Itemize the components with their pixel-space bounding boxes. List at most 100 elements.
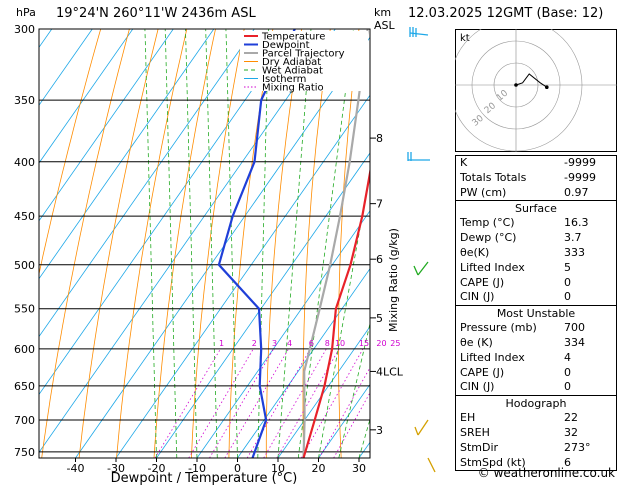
legend-entry: Parcel Trajectory	[262, 49, 345, 60]
altitude-tick-label: 7	[376, 198, 383, 211]
mixing-ratio-label: 10	[335, 339, 345, 348]
parcel-trajectory-line	[302, 29, 369, 458]
table-row-value: 0	[564, 380, 571, 394]
table-row: Lifted Index 4	[456, 351, 616, 366]
wind-barb-700-icon	[414, 419, 436, 473]
table-row-label: StmDir	[460, 440, 499, 454]
wet-adiabat-line	[277, 29, 312, 458]
pressure-tick-label: 550	[14, 303, 35, 316]
table-row-value: -9999	[564, 156, 596, 169]
pressure-tick-label: 700	[14, 414, 35, 427]
isotherm-line	[39, 29, 296, 396]
table-row-label: Pressure (mb)	[460, 321, 537, 335]
altitude-tick-label: 5	[376, 312, 383, 325]
table-row-label: θe (K)	[460, 335, 493, 349]
pressure-tick-label: 300	[14, 23, 35, 36]
dry-adiabat-line	[406, 29, 416, 458]
dry-adiabat-line	[153, 29, 216, 458]
legend-entry: Temperature	[261, 32, 325, 43]
mixing-ratio-line	[209, 348, 274, 458]
table-row: Dewp (°C) 3.7	[456, 231, 616, 246]
wind-barb-mid-icon	[407, 152, 430, 161]
table-row-label: K	[460, 156, 468, 169]
credit-footer: © weatheronline.co.uk	[477, 466, 615, 480]
mixing-ratio-label: 15	[359, 339, 369, 348]
isotherm-line	[277, 325, 370, 458]
table-row: CIN (J) 0	[456, 290, 616, 305]
table-row-label: Totals Totals	[460, 170, 527, 184]
table-row-label: CAPE (J)	[460, 275, 505, 289]
table-row-value: 6	[564, 455, 571, 469]
table-row: EH 22	[456, 411, 616, 426]
table-row-value: 273°	[564, 440, 591, 454]
table-row-label: Dewp (°C)	[460, 231, 517, 245]
legend-entry: Dry Adiabat	[262, 57, 321, 68]
mixing-ratio-line	[154, 348, 221, 458]
wind-barbs	[407, 27, 436, 473]
wet-adiabat-line	[185, 29, 198, 458]
mixing-ratio-line	[188, 348, 254, 458]
pressure-tick-label: 400	[14, 156, 35, 169]
mixing-ratio-label: 4	[287, 339, 292, 348]
plot-frame	[38, 28, 371, 459]
altitude-tick-label: 6	[376, 253, 383, 266]
wind-barb-upper-icon	[409, 27, 429, 37]
mixing-ratio-label: 3	[272, 339, 277, 348]
pressure-tick-label: 500	[14, 259, 35, 272]
altitude-tick-label: 4LCL	[376, 365, 404, 378]
table-row-label: CIN (J)	[460, 290, 495, 304]
table-row-value: 3.7	[564, 231, 582, 245]
table-row-label: Temp (°C)	[460, 216, 515, 230]
dry-adiabat-line	[439, 29, 454, 458]
table-row: Lifted Index 5	[456, 261, 616, 276]
mixing-ratio-label: 6	[309, 339, 314, 348]
location-title: 19°24'N 260°11'W 2436m ASL	[56, 6, 256, 21]
table-row-value: 700	[564, 321, 585, 335]
dry-adiabat-line	[78, 29, 159, 458]
wet-adiabat-line	[144, 29, 157, 458]
table-row: CAPE (J) 0	[456, 366, 616, 381]
mixing-ratio-line	[263, 348, 327, 458]
table-row-label: θe(K)	[460, 245, 490, 259]
hodograph-unit-label: kt	[460, 33, 470, 44]
table-row-label: CIN (J)	[460, 380, 495, 394]
table-row-label: SREH	[460, 425, 490, 439]
mixing-ratio-label: 2	[252, 339, 257, 348]
mixing-ratio-line	[246, 348, 311, 458]
mixing-ratio-label: 1	[219, 339, 224, 348]
temperature-profile-line	[302, 166, 370, 458]
dry-adiabat-line	[617, 29, 629, 458]
table-row: Pressure (mb) 700	[456, 321, 616, 336]
hodograph-point	[514, 83, 518, 87]
legend-entry: Dewpoint	[262, 40, 310, 51]
table-row: CIN (J) 0	[456, 380, 616, 395]
indices-table: K -9999 Totals Totals -9999 PW (cm) 0.97 Surf…	[455, 155, 617, 472]
wet-adiabat-line	[164, 29, 178, 458]
table-row: StmDir 273°	[456, 441, 616, 456]
table-row-value: 22	[564, 411, 578, 425]
isotherm-line	[156, 152, 370, 458]
mixing-ratio-label: 20	[376, 339, 386, 348]
table-row: K -9999	[456, 156, 616, 171]
x-tick-label: 10	[271, 462, 285, 475]
x-tick-label: 30	[352, 462, 366, 475]
table-row-value: 5	[564, 260, 571, 274]
table-row: CAPE (J) 0	[456, 276, 616, 291]
table-row: StmSpd (kt) 6	[456, 456, 616, 471]
table-row-value: 333	[564, 245, 585, 259]
dry-adiabat-line	[338, 29, 360, 458]
wet-adiabat-line	[205, 29, 218, 458]
dry-adiabat-line	[116, 29, 188, 458]
table-row: SREH 32	[456, 426, 616, 441]
table-row-value: 0.97	[564, 185, 589, 199]
table-row-value: 334	[564, 335, 585, 349]
table-row-value: 32	[564, 425, 578, 439]
dry-adiabat-line	[41, 29, 130, 458]
x-tick-label: 0	[234, 462, 241, 475]
table-row-value: 0	[564, 275, 571, 289]
table-row-value: 4	[564, 350, 571, 364]
table-row: PW (cm) 0.97	[456, 186, 616, 201]
mixing-ratio-label: 8	[325, 339, 330, 348]
